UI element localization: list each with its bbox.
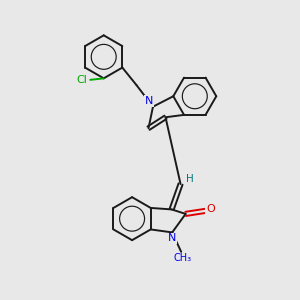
Text: N: N — [168, 233, 176, 243]
Text: H: H — [186, 174, 194, 184]
Text: CH₃: CH₃ — [174, 254, 192, 263]
Text: Cl: Cl — [77, 75, 88, 85]
Text: O: O — [206, 204, 215, 214]
Text: N: N — [145, 96, 154, 106]
